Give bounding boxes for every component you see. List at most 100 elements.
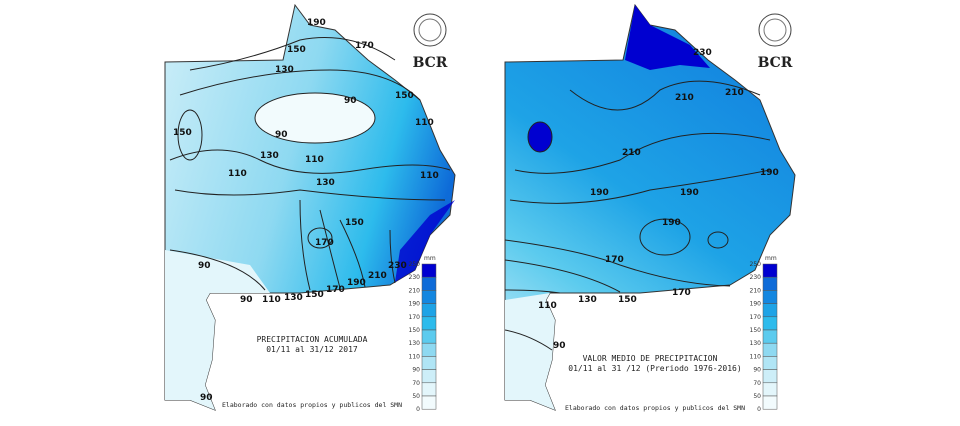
svg-text:90: 90 xyxy=(344,96,357,106)
legend-tick: 210 xyxy=(750,287,762,294)
contour-labels: 230 210 210 210 190 190 190 190 170 170 … xyxy=(538,48,779,351)
region-high-east xyxy=(395,200,455,282)
province-outline xyxy=(504,3,796,411)
region-230-west xyxy=(527,121,553,153)
svg-text:170: 170 xyxy=(315,238,334,248)
svg-text:130: 130 xyxy=(316,178,335,188)
legend-tick: 230 xyxy=(750,274,762,281)
legend-swatch xyxy=(762,382,778,397)
legend-swatch xyxy=(762,316,778,331)
svg-text:90: 90 xyxy=(553,341,566,351)
contour-lines xyxy=(504,80,771,351)
legend-swatch xyxy=(762,303,778,318)
svg-text:130: 130 xyxy=(275,65,294,75)
svg-text:230: 230 xyxy=(693,48,712,58)
svg-text:170: 170 xyxy=(355,41,374,51)
legend-swatch xyxy=(421,342,437,357)
svg-text:90: 90 xyxy=(240,295,253,305)
svg-text:210: 210 xyxy=(725,88,744,98)
contour-lines xyxy=(169,37,451,291)
svg-text:90: 90 xyxy=(200,393,213,403)
bcr-logo: BCR xyxy=(413,13,448,71)
legend-tick: 250 xyxy=(409,261,421,268)
legend-swatch xyxy=(762,329,778,344)
legend-swatch xyxy=(421,382,437,397)
svg-text:110: 110 xyxy=(262,295,281,305)
legend-tick: 0 xyxy=(757,406,761,413)
legend-tick: 50 xyxy=(753,393,761,400)
legend-swatch xyxy=(421,356,437,370)
region-low-south xyxy=(505,293,555,410)
svg-text:130: 130 xyxy=(260,151,279,161)
svg-text:BCR: BCR xyxy=(413,55,448,71)
svg-text:150: 150 xyxy=(287,45,306,55)
svg-text:110: 110 xyxy=(228,169,247,179)
map-title-line2: 01/11 al 31 /12 (Preriodo 1976-2016) xyxy=(568,364,741,373)
map-precipitacion-acumulada: 190 170 150 130 90 150 110 90 150 110 13… xyxy=(164,3,456,413)
svg-text:170: 170 xyxy=(605,255,624,265)
legend-tick: 150 xyxy=(409,327,421,334)
svg-text:150: 150 xyxy=(395,91,414,101)
legend-tick: 70 xyxy=(412,380,420,387)
svg-text:110: 110 xyxy=(415,118,434,128)
svg-text:90: 90 xyxy=(275,130,288,140)
region-230 xyxy=(625,5,710,70)
svg-text:150: 150 xyxy=(173,128,192,138)
svg-text:190: 190 xyxy=(680,188,699,198)
legend-tick: 190 xyxy=(750,301,762,308)
legend-tick: 170 xyxy=(409,314,421,321)
legend-swatch xyxy=(762,276,778,291)
legend-tick: 130 xyxy=(750,340,762,347)
legend-swatch xyxy=(421,290,437,304)
svg-text:190: 190 xyxy=(760,168,779,178)
legend-swatch xyxy=(421,303,437,318)
svg-text:170: 170 xyxy=(326,285,345,295)
legend-tick: 170 xyxy=(750,314,762,321)
svg-text:150: 150 xyxy=(305,290,324,300)
legend-swatch xyxy=(762,369,778,384)
legend-swatch xyxy=(421,316,437,331)
legend-tick: 110 xyxy=(750,353,762,360)
svg-text:110: 110 xyxy=(420,171,439,181)
legend-swatch xyxy=(421,329,437,344)
legend-swatch xyxy=(421,369,437,384)
svg-text:190: 190 xyxy=(590,188,609,198)
region-90 xyxy=(254,92,376,144)
svg-text:210: 210 xyxy=(675,93,694,103)
legend-tick: 230 xyxy=(409,274,421,281)
legend-tick: 210 xyxy=(409,287,421,294)
legend-unit: mm xyxy=(765,255,777,262)
legend-unit: mm xyxy=(424,255,436,262)
legend-tick: 50 xyxy=(412,393,420,400)
map-title-line2: 01/11 al 31/12 2017 xyxy=(266,345,358,354)
svg-text:110: 110 xyxy=(538,301,557,311)
legend-tick: 90 xyxy=(753,367,761,374)
contour-labels: 190 170 150 130 90 150 110 90 150 110 13… xyxy=(173,18,439,403)
svg-text:110: 110 xyxy=(305,155,324,165)
svg-text:190: 190 xyxy=(347,278,366,288)
legend-tick: 250 xyxy=(750,261,762,268)
legend-swatch xyxy=(762,263,778,278)
svg-text:230: 230 xyxy=(388,261,407,271)
legend-tick: 150 xyxy=(750,327,762,334)
legend-swatch xyxy=(762,290,778,304)
bcr-logo: BCR xyxy=(758,13,793,71)
legend-tick: 130 xyxy=(409,340,421,347)
svg-text:190: 190 xyxy=(662,218,681,228)
region-90-south xyxy=(165,250,270,410)
legend-swatch xyxy=(421,395,437,410)
legend-swatch xyxy=(762,395,778,410)
legend-tick: 90 xyxy=(412,367,420,374)
map-title-line1: VALOR MEDIO DE PRECIPITACION xyxy=(583,354,718,363)
svg-text:150: 150 xyxy=(345,218,364,228)
svg-text:210: 210 xyxy=(622,148,641,158)
legend-tick: 190 xyxy=(409,301,421,308)
legend-swatch xyxy=(421,263,437,278)
legend-tick: 0 xyxy=(416,406,420,413)
svg-text:210: 210 xyxy=(368,271,387,281)
map-footer: Elaborado con datos propios y publicos d… xyxy=(565,404,745,412)
svg-text:90: 90 xyxy=(198,261,211,271)
